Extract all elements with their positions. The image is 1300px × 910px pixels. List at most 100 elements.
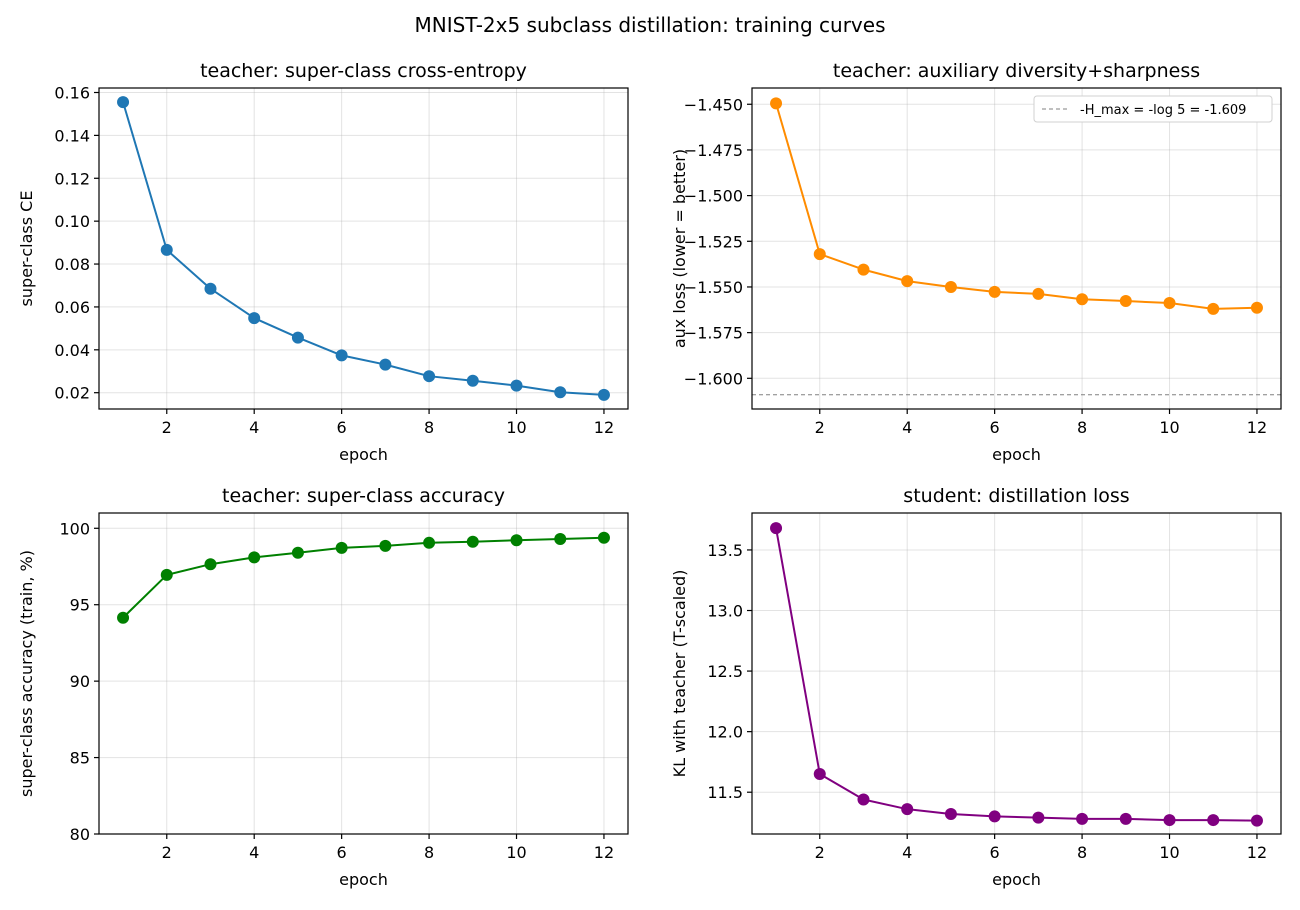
data-point [901,803,914,816]
x-tick-label: 2 [815,418,825,437]
x-tick-label: 4 [249,418,259,437]
y-tick-label: −1.475 [684,141,743,160]
data-point [1163,814,1176,827]
data-point [1207,814,1220,827]
data-point [291,331,304,344]
y-tick-label: 90 [70,672,90,691]
data-point [944,280,957,293]
y-axis-label: super-class accuracy (train, %) [17,550,36,797]
data-point [160,568,173,581]
x-tick-label: 10 [506,418,526,437]
plot-frame [98,87,629,410]
data-point [1163,297,1176,310]
data-point [1032,811,1045,824]
data-point [901,275,914,288]
data-point [117,96,130,109]
x-axis-label: epoch [339,870,388,889]
x-tick-label: 6 [337,843,347,862]
series-line [122,101,605,396]
y-tick-label: 0.16 [54,84,90,103]
x-tick-label: 2 [162,843,172,862]
x-tick-label: 8 [424,418,434,437]
y-tick-label: 13.0 [707,602,743,621]
data-point [770,97,783,110]
y-tick-label: −1.575 [684,324,743,343]
y-tick-label: 0.10 [54,212,90,231]
y-tick-label: 0.02 [54,384,90,403]
x-tick-label: 6 [990,843,1000,862]
data-point [554,386,567,399]
data-point [988,285,1001,298]
y-tick-label: −1.500 [684,187,743,206]
y-tick-label: −1.450 [684,95,743,114]
x-tick-label: 2 [162,418,172,437]
y-tick-label: 12.0 [707,723,743,742]
y-tick-label: 0.08 [54,255,90,274]
data-point [597,531,610,544]
data-point [379,358,392,371]
chart-panel-3: 2 4 6 8 10 12 80 85 90 95 100 teacher: super-class … [17,485,629,889]
x-axis-label: epoch [339,445,388,464]
y-axis-label: KL with teacher (T-scaled) [670,570,689,778]
data-point [204,282,217,295]
series-line [122,536,604,619]
data-point [770,522,783,535]
data-point [510,534,523,547]
data-point [1250,301,1263,314]
data-point [988,810,1001,823]
series-line [775,103,1257,310]
data-point [160,243,173,256]
y-tick-label: 100 [59,519,90,538]
data-point [423,370,436,383]
x-tick-label: 4 [902,418,912,437]
y-axis-label: aux loss (lower = better) [670,149,689,348]
data-point [423,536,436,549]
x-tick-label: 12 [594,418,614,437]
data-point [813,248,826,261]
x-tick-label: 12 [1247,418,1267,437]
data-point [554,532,567,545]
x-tick-label: 10 [1159,418,1179,437]
data-point [1076,293,1089,306]
data-point [1119,295,1132,308]
x-tick-label: 10 [506,843,526,862]
x-tick-label: 2 [815,843,825,862]
data-point [1119,812,1132,825]
y-tick-label: 11.5 [707,783,743,802]
y-tick-label: 95 [70,596,90,615]
x-axis-label: epoch [992,870,1041,889]
data-point [291,546,304,559]
data-point [857,263,870,276]
plot-frame [751,512,1282,835]
data-point [857,793,870,806]
data-point [466,374,479,387]
data-point [335,541,348,554]
data-point [466,535,479,548]
x-tick-label: 6 [990,418,1000,437]
panel-title: teacher: auxiliary diversity+sharpness [833,60,1200,82]
x-tick-label: 6 [337,418,347,437]
y-tick-label: 0.12 [54,169,90,188]
x-tick-label: 8 [1077,418,1087,437]
data-point [248,312,261,325]
data-point [117,611,130,624]
data-point [1076,812,1089,825]
x-tick-label: 8 [424,843,434,862]
panel-title: teacher: super-class cross-entropy [200,60,527,82]
data-point [1032,287,1045,300]
y-tick-label: 0.04 [54,341,90,360]
x-tick-label: 12 [594,843,614,862]
y-tick-label: 85 [70,749,90,768]
data-point [1207,302,1220,315]
legend-label: -H_max = -log 5 = -1.609 [1080,103,1246,118]
plot-frame [751,87,1282,410]
data-point [248,551,261,564]
chart-panel-2: 2 4 6 8 10 12 −1.600 −1.575 −1.550 −1.525 −1.500 −1… [670,60,1282,464]
data-point [1250,814,1263,827]
x-tick-label: 8 [1077,843,1087,862]
chart-panel-1: 2 4 6 8 10 12 0.02 0.04 0.06 0.08 0.10 0.12 0.14 0.16… [17,60,629,464]
panel-title: student: distillation loss [903,485,1129,507]
x-axis-label: epoch [992,445,1041,464]
chart-panel-4: 2 4 6 8 10 12 11.5 12.0 12.5 13.0 13.5 student: dis… [670,485,1282,889]
